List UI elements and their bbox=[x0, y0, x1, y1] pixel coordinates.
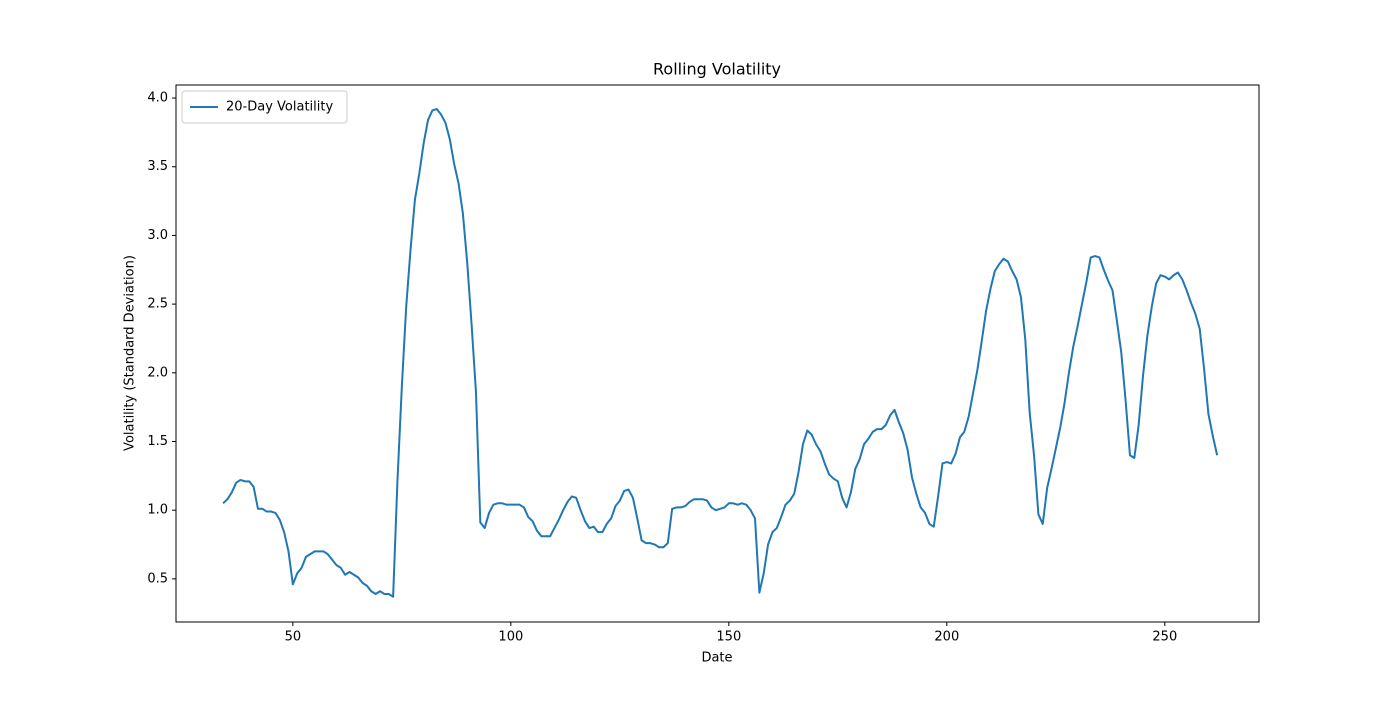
y-tick-label: 2.0 bbox=[147, 365, 168, 380]
y-tick-label: 3.0 bbox=[147, 228, 168, 243]
x-tick-label: 250 bbox=[1152, 630, 1177, 645]
y-tick-label: 2.5 bbox=[147, 297, 168, 312]
y-axis-label: Volatility (Standard Deviation) bbox=[123, 255, 138, 451]
line-series bbox=[222, 108, 1219, 598]
x-axis-label: Date bbox=[701, 651, 732, 666]
x-tick-label: 150 bbox=[716, 630, 741, 645]
x-tick-label: 50 bbox=[285, 630, 302, 645]
y-tick-label: 1.5 bbox=[147, 434, 168, 449]
plot-frame bbox=[175, 84, 1260, 623]
y-tick-label: 1.0 bbox=[147, 503, 168, 518]
chart-title: Rolling Volatility bbox=[653, 60, 781, 79]
legend-box bbox=[181, 90, 348, 124]
legend-label: 20-Day Volatility bbox=[226, 100, 333, 115]
x-tick-label: 100 bbox=[498, 630, 523, 645]
y-tick-label: 3.5 bbox=[147, 159, 168, 174]
y-tick-label: 0.5 bbox=[147, 571, 168, 586]
y-tick-label: 4.0 bbox=[147, 91, 168, 106]
x-tick-label: 200 bbox=[934, 630, 959, 645]
